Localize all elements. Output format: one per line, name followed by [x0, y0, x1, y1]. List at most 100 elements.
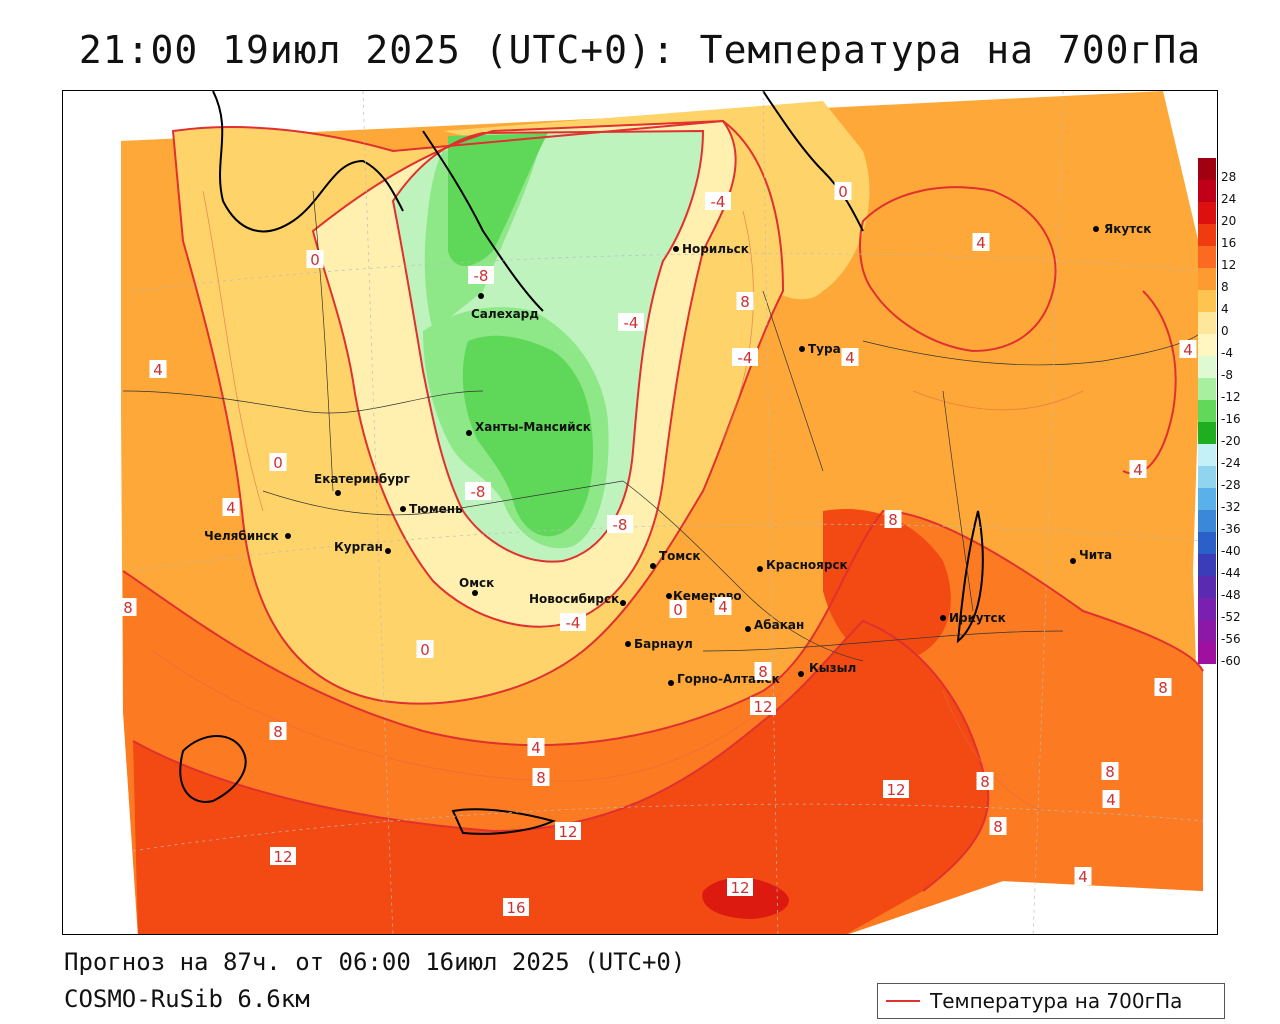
colorbar-segment — [1198, 642, 1216, 664]
colorbar-segment — [1198, 378, 1216, 400]
contour-label-bg — [989, 817, 1007, 835]
contour-label: 16 — [506, 899, 525, 917]
contour-label: 0 — [310, 251, 320, 269]
contour-label-bg — [1074, 867, 1092, 885]
contour-label-bg — [560, 613, 586, 631]
colorbar-segment — [1198, 576, 1216, 598]
band-m16-b — [462, 335, 593, 537]
contour-label-bg — [1179, 340, 1197, 358]
colorbar-segment — [1198, 356, 1216, 378]
contour-label: 4 — [1183, 341, 1193, 359]
city-dot — [385, 548, 391, 554]
contour-label: 4 — [1106, 791, 1116, 809]
contour-label: 0 — [420, 641, 430, 659]
colorbar-tick-label: -48 — [1221, 588, 1241, 602]
colorbar-tick-label: -24 — [1221, 456, 1241, 470]
contour-label: 4 — [1133, 461, 1143, 479]
colorbar-segment — [1198, 290, 1216, 312]
map-area[interactable]: Якутск Норильск Салехард Тура Ханты-Мансийск… — [62, 90, 1218, 935]
contour-label: 4 — [845, 349, 855, 367]
contour-label: 4 — [226, 499, 236, 517]
contour-label-bg — [527, 738, 545, 756]
band-16 — [702, 877, 789, 919]
city-label: Курган — [334, 540, 383, 554]
graticule — [132, 91, 1204, 934]
contour-label: 8 — [1105, 763, 1115, 781]
colorbar-tick-label: -44 — [1221, 566, 1241, 580]
legend-line-swatch — [886, 1000, 920, 1002]
contour-label-bg — [976, 772, 994, 790]
colorbar-segment — [1198, 510, 1216, 532]
city-dot — [620, 600, 626, 606]
contour-label: 12 — [558, 823, 577, 841]
colorbar-tick-label: -8 — [1221, 368, 1233, 382]
fine-isolines — [152, 190, 1084, 812]
contour-label-bg — [732, 348, 758, 366]
colorbar-tick-label: 12 — [1221, 258, 1237, 272]
contour-label-bg — [884, 510, 902, 528]
colorbar-segment — [1198, 422, 1216, 444]
contour-label-bg — [1154, 678, 1172, 696]
city-dot — [466, 430, 472, 436]
contour-label: -4 — [711, 193, 726, 211]
contour-label: -4 — [624, 314, 639, 332]
contour-lines — [122, 119, 1204, 892]
city-dot — [472, 590, 478, 596]
colorbar-tick-label: -40 — [1221, 544, 1241, 558]
contour-label: -8 — [613, 516, 628, 534]
city-label: Кызыл — [809, 661, 856, 675]
colorbar-segment — [1198, 554, 1216, 576]
contour-label: -8 — [474, 267, 489, 285]
contour-label: 8 — [273, 723, 283, 741]
contour-label-bg — [736, 292, 754, 310]
colorbar-tick-label: 24 — [1221, 192, 1237, 206]
colorbar-tick-label: -32 — [1221, 500, 1241, 514]
city-dot — [799, 346, 805, 352]
city-dot — [335, 490, 341, 496]
contour-label-bg — [465, 482, 491, 500]
contour-label: 8 — [888, 511, 898, 529]
contour-label: 12 — [753, 698, 772, 716]
contour-label-bg — [503, 898, 529, 916]
contour-label-bg — [883, 780, 909, 798]
contour-label: -8 — [471, 483, 486, 501]
contour-label: 8 — [758, 663, 768, 681]
contour-label: 4 — [718, 598, 728, 616]
band-m16 — [448, 133, 548, 266]
temperature-map: Якутск Норильск Салехард Тура Ханты-Мансийск… — [119, 91, 1204, 934]
contour-label-bg — [1129, 460, 1147, 478]
forecast-subtitle: Прогноз на 87ч. от 06:00 16июл 2025 (UTC… — [64, 948, 686, 976]
colorbar-tick-label: 0 — [1221, 324, 1229, 338]
colorbar-segment — [1198, 532, 1216, 554]
contour-label: 8 — [740, 293, 750, 311]
band-12-south — [133, 621, 989, 934]
city-label: Ханты-Мансийск — [475, 420, 591, 434]
colorbar-tick-label: -60 — [1221, 654, 1241, 668]
contour-label-bg — [269, 722, 287, 740]
contour-label: 4 — [153, 361, 163, 379]
city-label: Тюмень — [409, 502, 463, 516]
city-dot — [666, 593, 672, 599]
contour-label-bg — [532, 768, 550, 786]
city-label: Тура — [808, 342, 841, 356]
city-dot — [798, 671, 804, 677]
contour-label: 0 — [273, 454, 283, 472]
city-label: Якутск — [1104, 222, 1151, 236]
city-label: Екатеринбург — [314, 472, 410, 486]
colorbar-segment — [1198, 598, 1216, 620]
contour-label-bg — [669, 600, 687, 618]
city-label: Абакан — [754, 618, 804, 632]
city-dot — [1093, 226, 1099, 232]
colorbar-tick-label: -16 — [1221, 412, 1241, 426]
model-name: COSMO-RuSib 6.6км — [64, 985, 310, 1013]
colorbar-segment — [1198, 202, 1216, 224]
contour-label-bg — [841, 348, 859, 366]
colorbar-tick-label: 28 — [1221, 170, 1237, 184]
contour-label: 4 — [976, 234, 986, 252]
contour-label-bg — [754, 662, 772, 680]
colorbar-tick-label: -36 — [1221, 522, 1241, 536]
city-dot — [650, 563, 656, 569]
colorbar-segment — [1198, 334, 1216, 356]
legend: Температура на 700гПа — [877, 983, 1225, 1019]
chart-title: 21:00 19июл 2025 (UTC+0): Температура на… — [78, 28, 1202, 72]
